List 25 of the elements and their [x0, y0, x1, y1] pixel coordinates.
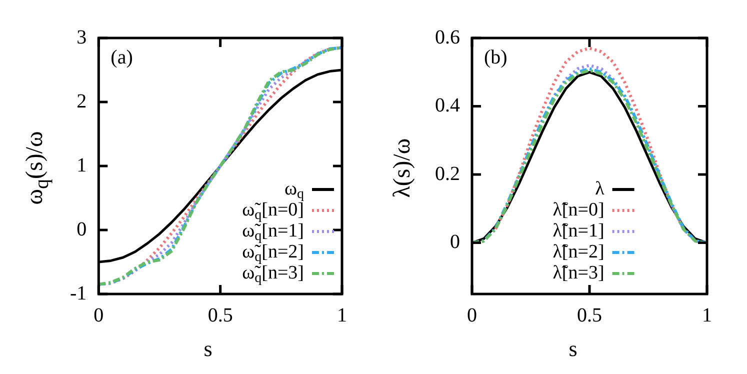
annotation: (a): [110, 46, 133, 68]
x-tick-label: 1: [702, 304, 712, 326]
y-tick-label: 3: [76, 26, 87, 48]
x-tick-label: 0.5: [577, 304, 602, 326]
y-tick-label: 0: [450, 231, 460, 254]
legend-label: λ̃[n=0]: [552, 199, 604, 220]
y-tick-label: 0: [76, 218, 87, 240]
x-tick-label: 1: [337, 304, 347, 326]
y-tick-label: -1: [70, 282, 87, 304]
legend-label: λ̃[n=1]: [552, 220, 604, 242]
x-tick-label: 0.5: [208, 304, 233, 326]
y-tick-label: 0.6: [435, 26, 460, 48]
y-tick-label: 1: [76, 154, 87, 176]
y-axis-title: λ(s)/ω: [390, 138, 416, 198]
y-tick-label: 0.2: [435, 162, 460, 185]
legend-label: λ̃[n=2]: [552, 241, 604, 262]
annotation: (b): [484, 46, 508, 68]
y-tick-label: 0.4: [435, 94, 460, 117]
legend-label: λ̃[n=3]: [552, 262, 604, 284]
x-axis-title: s: [568, 336, 578, 362]
y-tick-label: 2: [76, 90, 87, 112]
x-axis-title: s: [202, 336, 214, 362]
x-tick-label: 0: [94, 304, 104, 326]
legend-label: λ: [595, 178, 606, 200]
x-tick-label: 0: [467, 304, 477, 326]
